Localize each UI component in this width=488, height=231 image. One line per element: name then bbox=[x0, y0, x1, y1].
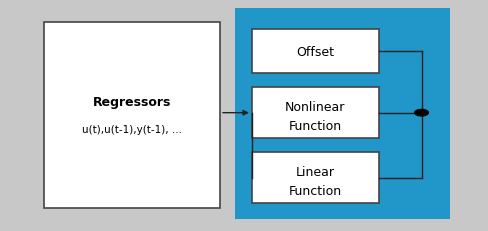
Text: Function: Function bbox=[288, 184, 341, 197]
Circle shape bbox=[414, 110, 427, 116]
Bar bbox=[251, 30, 378, 74]
Bar bbox=[251, 88, 378, 139]
Text: Offset: Offset bbox=[296, 46, 334, 58]
Bar bbox=[251, 152, 378, 203]
Text: Nonlinear: Nonlinear bbox=[285, 101, 345, 114]
Text: Function: Function bbox=[288, 119, 341, 132]
Bar bbox=[234, 9, 449, 219]
Text: Regressors: Regressors bbox=[93, 95, 171, 108]
Text: u(t),u(t-1),y(t-1), ...: u(t),u(t-1),y(t-1), ... bbox=[82, 124, 182, 134]
Text: Linear: Linear bbox=[295, 166, 334, 179]
Bar bbox=[44, 23, 220, 208]
